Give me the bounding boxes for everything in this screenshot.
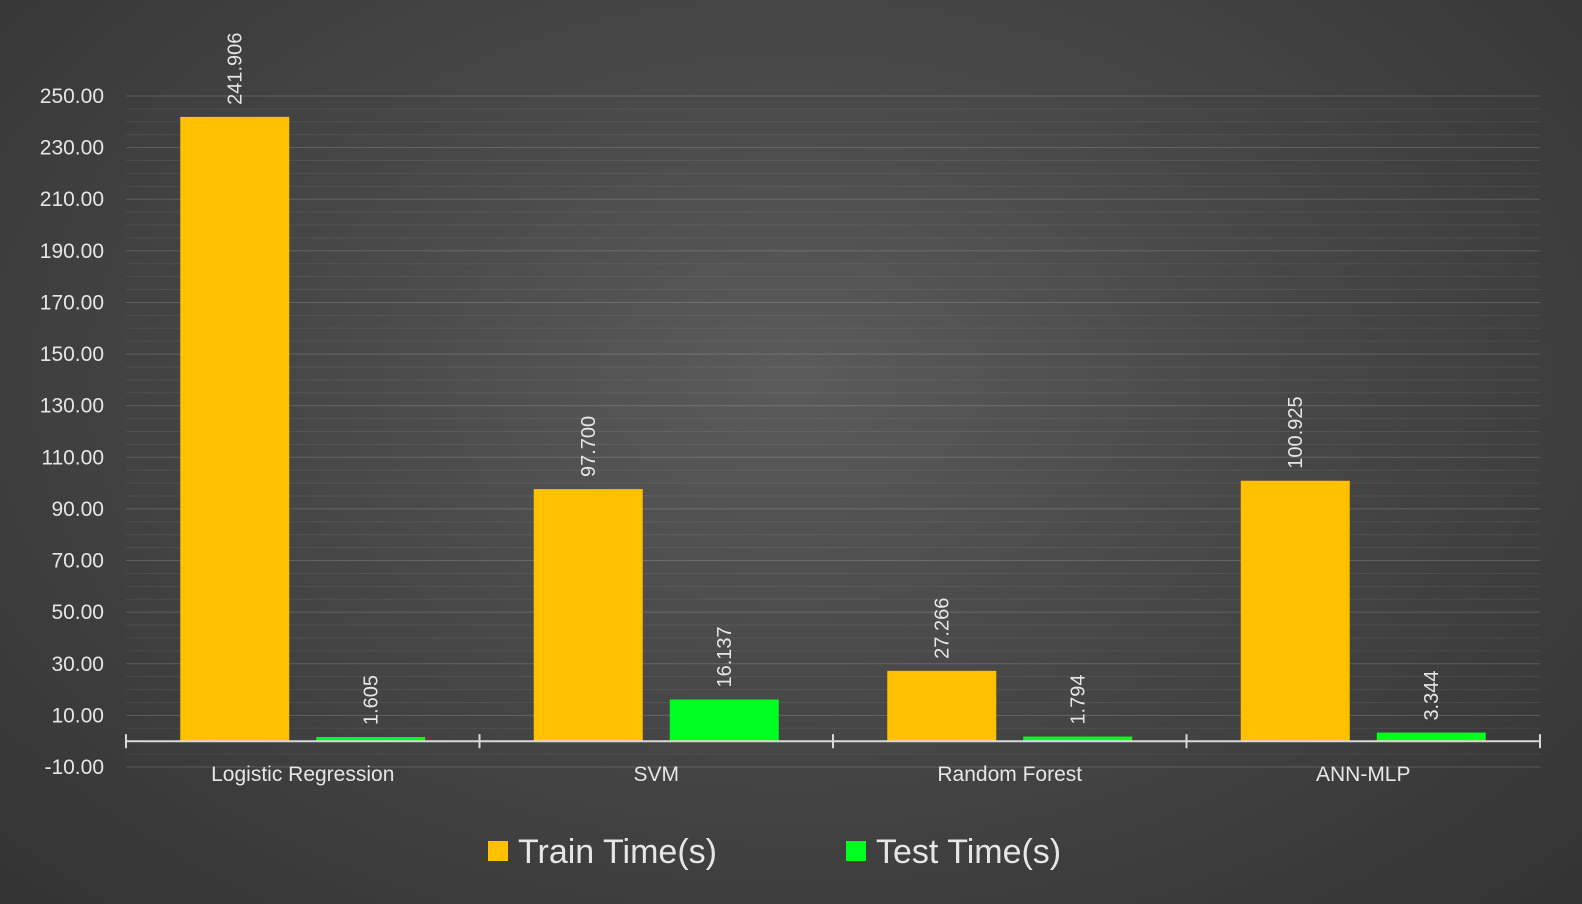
data-labels: 241.906 1.605 97.700 16.137 27.266 1.794 100.9… (225, 33, 1444, 725)
data-label: 241.906 (225, 33, 247, 105)
data-label: 100.925 (1285, 396, 1307, 468)
y-tick-label: 210.00 (40, 188, 104, 211)
bar-test-ann-mlp (1376, 732, 1486, 742)
bar-test-logistic-regression (316, 737, 426, 742)
y-tick-label: 170.00 (40, 291, 104, 314)
y-tick-label: 70.00 (51, 550, 104, 573)
y-tick-label: 10.00 (51, 704, 104, 727)
data-label: 16.137 (714, 626, 736, 687)
bars (180, 116, 1486, 742)
data-label: 97.700 (578, 416, 600, 477)
legend-label: Test Time(s) (876, 833, 1061, 871)
legend-label: Train Time(s) (518, 833, 717, 871)
legend-swatch (488, 841, 508, 861)
bar-test-random-forest (1023, 736, 1133, 742)
bar-train-logistic-regression (180, 116, 290, 742)
y-tick-label: 250.00 (40, 85, 104, 108)
y-tick-label: 30.00 (51, 653, 104, 676)
y-axis-tick-labels: 250.00 230.00 210.00 190.00 170.00 150.00 130.… (40, 85, 104, 779)
legend: Train Time(s) Test Time(s) (488, 833, 1061, 871)
bar-train-ann-mlp (1240, 480, 1350, 742)
y-tick-label: -10.00 (44, 756, 104, 779)
x-category-label: Random Forest (937, 763, 1082, 786)
y-tick-label: 90.00 (51, 498, 104, 521)
bar-test-svm (669, 699, 779, 742)
bar-train-svm (533, 489, 643, 742)
legend-swatch (846, 841, 866, 861)
y-tick-label: 50.00 (51, 601, 104, 624)
data-label: 27.266 (932, 598, 954, 659)
data-label: 1.794 (1068, 674, 1090, 724)
y-tick-label: 230.00 (40, 137, 104, 160)
x-axis (125, 734, 1541, 749)
data-label: 1.605 (361, 675, 383, 725)
x-axis-category-labels: Logistic Regression SVM Random Forest ANN-M… (211, 763, 1410, 786)
y-tick-label: 110.00 (41, 446, 104, 469)
x-category-label: Logistic Regression (211, 763, 394, 786)
x-category-label: SVM (633, 763, 679, 786)
x-category-label: ANN-MLP (1316, 763, 1411, 786)
y-tick-label: 150.00 (40, 343, 104, 366)
y-tick-label: 190.00 (40, 240, 104, 263)
y-tick-label: 130.00 (40, 395, 104, 418)
data-label: 3.344 (1421, 670, 1443, 720)
bar-train-random-forest (887, 670, 997, 742)
